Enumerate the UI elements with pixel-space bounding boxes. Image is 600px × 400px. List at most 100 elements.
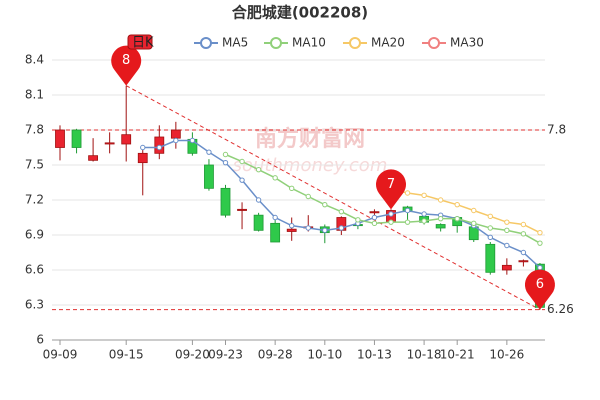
- ma-point: [222, 159, 229, 166]
- ma-point: [471, 220, 477, 227]
- legend-marker: [428, 37, 440, 49]
- pin-marker: [111, 45, 142, 86]
- candle-body: [170, 129, 181, 139]
- candle-body: [501, 264, 512, 271]
- y-tick-label: 6.3: [25, 298, 44, 312]
- candle-body: [237, 208, 247, 211]
- ma-point: [388, 219, 394, 225]
- legend-marker: [200, 37, 212, 49]
- x-tick-label: 10-26: [489, 348, 524, 362]
- legend-label: MA5: [222, 36, 248, 50]
- pin-marker: [524, 269, 555, 310]
- y-tick-label: 8.4: [25, 53, 44, 67]
- x-tick-label: 10-21: [440, 348, 475, 362]
- candle-body: [253, 214, 264, 231]
- candle-body: [55, 129, 65, 148]
- x-tick-label: 09-23: [208, 348, 243, 362]
- ma-point: [537, 240, 543, 246]
- x-tick-label: 10-13: [357, 348, 392, 362]
- x-tick-label: 09-15: [109, 348, 144, 362]
- candle-body: [204, 164, 214, 189]
- ma-point: [437, 215, 444, 222]
- reference-label: 7.8: [547, 123, 566, 137]
- candle-body: [286, 228, 297, 232]
- x-tick-label: 09-28: [258, 348, 293, 362]
- ma-point: [487, 213, 493, 220]
- y-tick-label: 6.6: [25, 263, 44, 277]
- ma-point: [239, 158, 245, 165]
- ma-point: [140, 144, 146, 151]
- candle-body: [270, 222, 281, 243]
- legend-label: MA20: [371, 36, 405, 50]
- ma-point: [504, 242, 510, 249]
- candle-body: [104, 142, 115, 145]
- ma-point: [454, 201, 460, 208]
- ma-point: [520, 249, 527, 256]
- trend-line: [125, 85, 541, 311]
- ma-point: [255, 166, 262, 173]
- ma-point: [289, 222, 295, 229]
- pin-label: 8: [122, 53, 130, 68]
- ma-point: [338, 225, 345, 231]
- ma-point: [487, 234, 493, 241]
- ma-point: [305, 193, 311, 200]
- y-tick-label: 6: [36, 333, 44, 347]
- x-tick-label: 10-18: [407, 348, 442, 362]
- legend-label: MA30: [450, 36, 484, 50]
- ma-point: [305, 225, 311, 231]
- ma-point: [156, 144, 163, 151]
- y-tick-label: 7.5: [25, 158, 44, 172]
- candle-body: [137, 152, 148, 164]
- ma-point: [437, 197, 444, 203]
- ma-point: [355, 217, 361, 223]
- ma-point: [222, 151, 229, 158]
- ma-point: [454, 215, 460, 222]
- candle-body: [220, 187, 231, 216]
- chart-title: 合肥城建(002208): [231, 4, 368, 22]
- ma-point: [520, 231, 527, 237]
- ma-point: [322, 201, 328, 208]
- ma-line: [225, 153, 541, 244]
- ma-point: [404, 190, 411, 196]
- ma-point: [255, 197, 262, 203]
- candle-body: [88, 155, 98, 161]
- ma-point: [421, 192, 427, 199]
- ma-point: [504, 219, 510, 225]
- ma-line: [390, 188, 541, 234]
- x-tick-label: 09-09: [43, 348, 78, 362]
- y-tick-label: 6.9: [25, 228, 44, 242]
- candle-body: [121, 134, 132, 145]
- legend-marker: [270, 37, 282, 49]
- candle-body: [485, 243, 496, 273]
- y-tick-label: 7.8: [25, 123, 44, 137]
- ma-point: [338, 208, 345, 215]
- candle-body: [518, 260, 529, 263]
- ma-point: [272, 214, 278, 221]
- ma-point: [537, 229, 543, 236]
- ma-point: [371, 220, 378, 227]
- pin-marker: [376, 169, 407, 210]
- ma-point: [289, 185, 295, 192]
- candle-body: [435, 224, 446, 229]
- candle-body: [369, 211, 380, 214]
- reference-label: 6.26: [547, 302, 574, 316]
- ma-point: [471, 207, 477, 214]
- candle-body: [71, 129, 82, 148]
- ma-point: [404, 219, 411, 225]
- ma-point: [388, 211, 394, 217]
- ma-point: [504, 227, 510, 234]
- ma-point: [487, 225, 493, 231]
- pin-label: 7: [387, 177, 395, 192]
- ma-point: [421, 218, 427, 224]
- pin-label: 6: [536, 277, 544, 292]
- ma-point: [371, 214, 378, 221]
- ma-point: [322, 227, 328, 234]
- legend-label: 日K: [132, 36, 154, 51]
- legend-label: MA10: [292, 36, 326, 50]
- ma-point: [189, 137, 196, 144]
- ma-point: [404, 207, 411, 214]
- legend-swatch: [127, 34, 153, 50]
- ma-point: [206, 149, 212, 155]
- ma-point: [173, 137, 179, 144]
